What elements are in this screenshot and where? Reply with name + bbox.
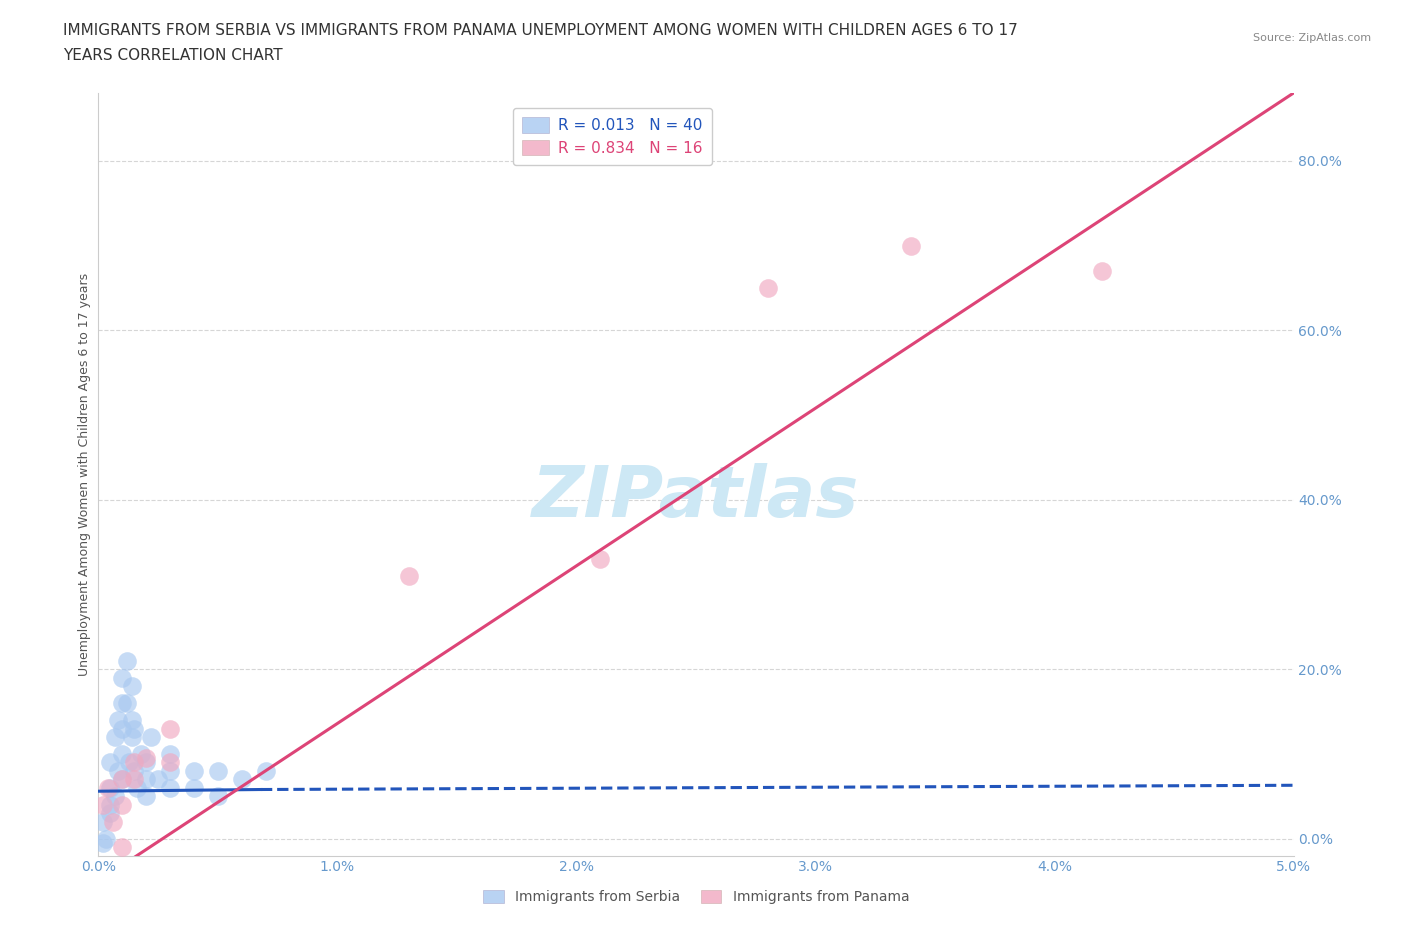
Text: YEARS CORRELATION CHART: YEARS CORRELATION CHART [63,48,283,63]
Point [207,789,229,804]
Point [900,238,922,253]
Point [115,653,138,668]
Point [104,729,127,744]
Point [231,772,253,787]
Point [124,772,146,787]
Point [135,789,157,804]
Point [207,764,229,778]
Point [98,780,122,795]
Point [589,551,612,566]
Point [159,721,181,736]
Point [121,679,143,694]
Point [111,696,134,711]
Point [124,764,146,778]
Point [111,772,134,787]
Point [159,764,181,778]
Point [111,671,134,685]
Point [91,835,114,850]
Point [115,696,138,711]
Point [107,764,129,778]
Point [98,755,122,770]
Point [398,568,420,583]
Point [131,747,153,762]
Point [135,772,157,787]
Point [111,772,134,787]
Point [183,780,205,795]
Point [159,780,181,795]
Point [101,815,124,830]
Point [159,747,181,762]
Point [94,831,117,846]
Point [97,780,120,795]
Point [91,815,114,830]
Point [111,721,134,736]
Point [183,764,205,778]
Point [91,797,114,812]
Point [111,840,134,855]
Point [124,755,146,770]
Point [148,772,170,787]
Text: Source: ZipAtlas.com: Source: ZipAtlas.com [1253,33,1371,43]
Point [125,780,148,795]
Point [111,797,134,812]
Point [1091,263,1114,278]
Legend: Immigrants from Serbia, Immigrants from Panama: Immigrants from Serbia, Immigrants from … [477,884,915,910]
Point [98,805,122,820]
Point [135,751,157,765]
Point [104,789,127,804]
Text: ZIPatlas: ZIPatlas [533,463,859,532]
Point [254,764,277,778]
Point [121,712,143,727]
Point [98,797,122,812]
Point [124,721,146,736]
Point [121,729,143,744]
Point [118,755,141,770]
Y-axis label: Unemployment Among Women with Children Ages 6 to 17 years: Unemployment Among Women with Children A… [79,272,91,676]
Point [139,729,162,744]
Text: IMMIGRANTS FROM SERBIA VS IMMIGRANTS FROM PANAMA UNEMPLOYMENT AMONG WOMEN WITH C: IMMIGRANTS FROM SERBIA VS IMMIGRANTS FRO… [63,23,1018,38]
Point [111,747,134,762]
Point [135,755,157,770]
Point [756,281,779,296]
Point [159,755,181,770]
Point [107,712,129,727]
